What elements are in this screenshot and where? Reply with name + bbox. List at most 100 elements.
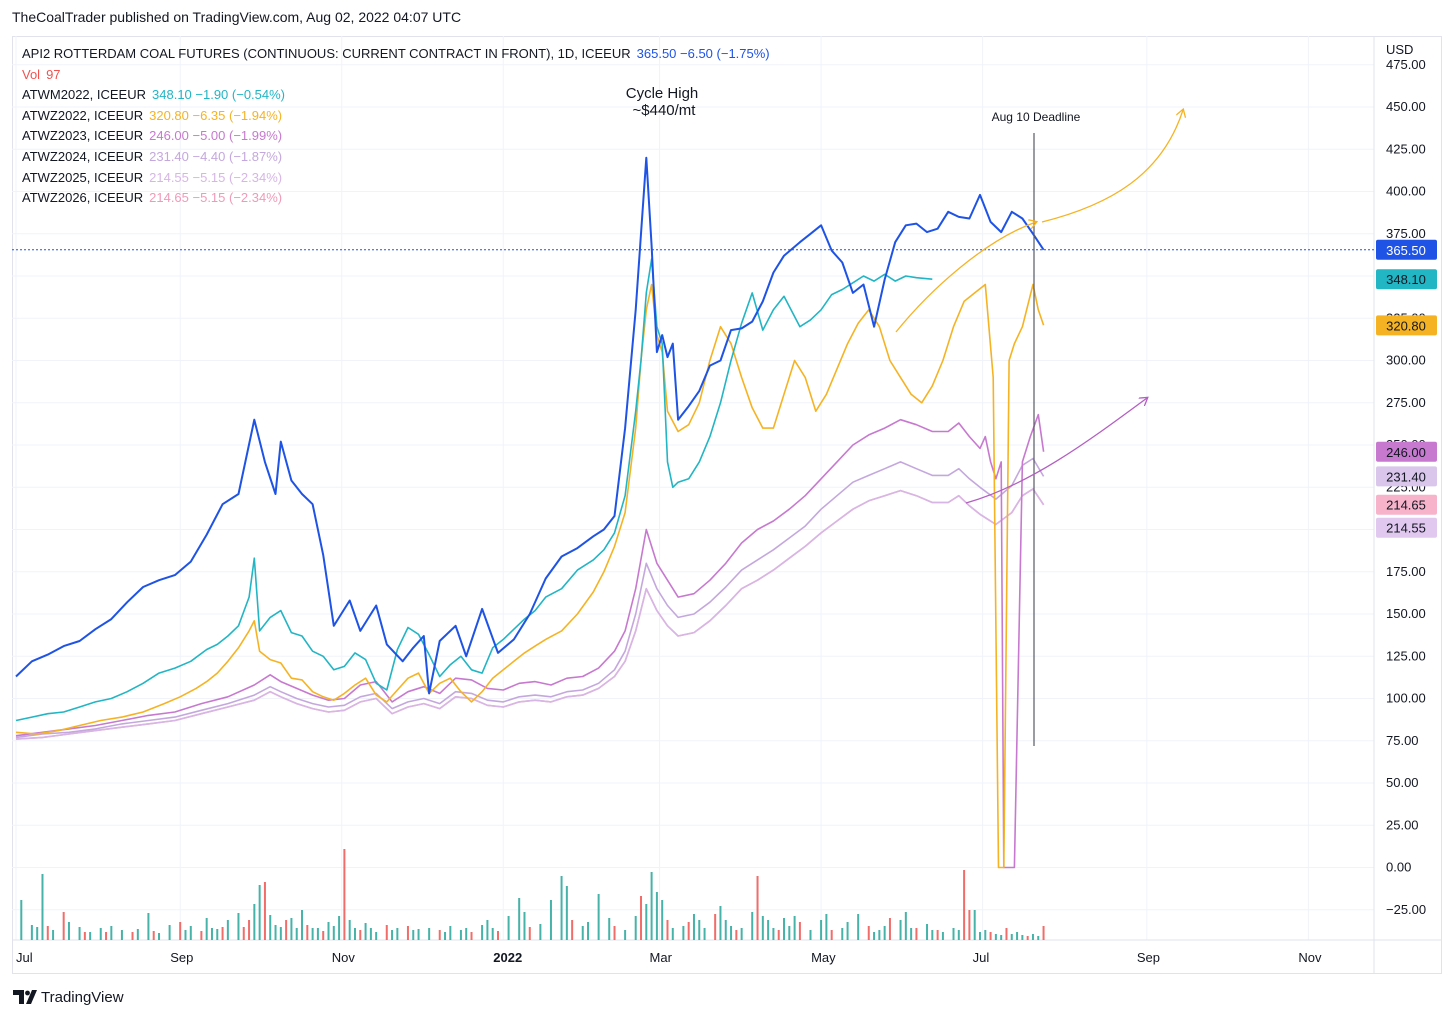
projection-arrow-purple[interactable] xyxy=(965,398,1147,504)
volume-bar xyxy=(1042,926,1045,940)
x-tick-label: May xyxy=(811,950,836,965)
volume-bar xyxy=(332,926,335,940)
series-line[interactable] xyxy=(15,457,1045,739)
volume-bar xyxy=(767,920,770,940)
volume-bar xyxy=(412,930,415,940)
volume-bar xyxy=(78,927,81,940)
volume-bar xyxy=(539,924,542,940)
price-tag-text: 231.40 xyxy=(1386,469,1426,484)
volume-bar xyxy=(655,892,658,940)
volume-bar xyxy=(904,912,907,940)
series-line[interactable] xyxy=(15,413,1045,869)
price-tag: 320.80 xyxy=(1376,315,1437,336)
volume-bar xyxy=(1005,928,1008,940)
volume-bar xyxy=(306,925,309,940)
legend-row-atwz2026: ATWZ2026, ICEEUR 214.65 −5.15 (−2.34%) xyxy=(22,188,770,209)
volume-bar xyxy=(571,920,574,940)
y-tick-label: 450.00 xyxy=(1386,99,1426,114)
volume-bar xyxy=(772,928,775,940)
volume-bar xyxy=(634,916,637,940)
volume-bar xyxy=(486,920,489,940)
price-tag-bg xyxy=(1376,441,1437,462)
series-line[interactable] xyxy=(15,488,1045,740)
volume-bar xyxy=(899,920,902,940)
y-tick-label: 375.00 xyxy=(1386,226,1426,241)
volume-bar xyxy=(449,926,452,940)
series-line[interactable] xyxy=(15,258,933,722)
volume-bar xyxy=(549,900,552,940)
volume-bar xyxy=(608,918,611,940)
volume-bar xyxy=(205,918,208,940)
volume-bar xyxy=(560,876,563,940)
volume-bar xyxy=(698,920,701,940)
volume-bar xyxy=(878,930,881,940)
volume-bar xyxy=(926,924,929,940)
volume-bar xyxy=(640,896,643,940)
volume-bar xyxy=(941,932,944,940)
legend-vol-value: 97 xyxy=(46,66,61,82)
legend: API2 ROTTERDAM COAL FUTURES (CONTINUOUS:… xyxy=(22,44,770,209)
volume-bar xyxy=(978,932,981,940)
legend-vol-name: Vol xyxy=(22,66,41,82)
volume-bar xyxy=(613,926,616,940)
volume-bar xyxy=(444,932,447,940)
volume-bar xyxy=(316,928,319,940)
volume-bar xyxy=(285,920,288,940)
volume-bar xyxy=(507,916,510,940)
x-tick-label: Mar xyxy=(650,950,673,965)
volume-bar xyxy=(248,920,251,940)
legend-row-atwm2022: ATWM2022, ICEEUR 348.10 −1.90 (−0.54%) xyxy=(22,85,770,106)
volume-bar xyxy=(597,894,600,940)
volume-bar xyxy=(1021,935,1024,940)
projection-arrow-upper[interactable] xyxy=(1041,110,1183,223)
volume-bar xyxy=(730,926,733,940)
volume-bar xyxy=(931,930,934,940)
volume-bar xyxy=(1031,934,1034,940)
volume-bar xyxy=(301,910,304,940)
volume-bar xyxy=(645,904,648,940)
volume-bar xyxy=(221,927,224,940)
volume-bar xyxy=(963,870,966,940)
price-tag-text: 214.55 xyxy=(1386,521,1426,536)
volume-bar xyxy=(189,926,192,940)
volume-bar xyxy=(682,926,685,940)
volume-bar xyxy=(110,926,113,940)
volume-bar xyxy=(359,930,362,940)
volume-bar xyxy=(369,928,372,940)
y-tick-label: 100.00 xyxy=(1386,691,1426,706)
y-tick-label: −25.00 xyxy=(1386,902,1426,917)
volume-bar xyxy=(756,876,759,940)
volume-bar xyxy=(692,914,695,940)
volume-bar xyxy=(136,929,139,940)
legend-row-values: 348.10 −1.90 (−0.54%) xyxy=(152,87,286,103)
volume-bars xyxy=(20,849,1045,940)
volume-bar xyxy=(184,930,187,940)
volume-bar xyxy=(396,928,399,940)
volume-bar xyxy=(253,904,256,940)
y-tick-label: 425.00 xyxy=(1386,141,1426,156)
x-tick-label: Jul xyxy=(16,950,33,965)
volume-bar xyxy=(83,932,86,940)
projection-arrow-lower[interactable] xyxy=(895,222,1036,333)
volume-bar xyxy=(957,930,960,940)
volume-bar xyxy=(724,920,727,940)
legend-row-name: ATWZ2022, ICEEUR xyxy=(22,107,144,123)
y-tick-label: 400.00 xyxy=(1386,184,1426,199)
volume-bar xyxy=(809,930,812,940)
volume-bar xyxy=(41,874,44,940)
price-tag-bg xyxy=(1376,315,1437,336)
y-tick-label: 175.00 xyxy=(1386,564,1426,579)
series-line[interactable] xyxy=(15,156,1045,695)
legend-row-name: ATWZ2024, ICEEUR xyxy=(22,148,144,164)
price-tag-text: 214.65 xyxy=(1386,498,1426,513)
legend-row-atwz2024: ATWZ2024, ICEEUR 231.40 −4.40 (−1.87%) xyxy=(22,147,770,168)
cycle-high-label: Cycle High xyxy=(626,85,699,102)
legend-row-name: ATWM2022, ICEEUR xyxy=(22,87,147,103)
volume-bar xyxy=(269,915,272,940)
x-tick-label: Jul xyxy=(973,950,990,965)
series-line[interactable] xyxy=(15,283,1045,869)
volume-bar xyxy=(841,928,844,940)
x-tick-label: 2022 xyxy=(493,950,522,965)
volume-bar xyxy=(883,926,886,940)
